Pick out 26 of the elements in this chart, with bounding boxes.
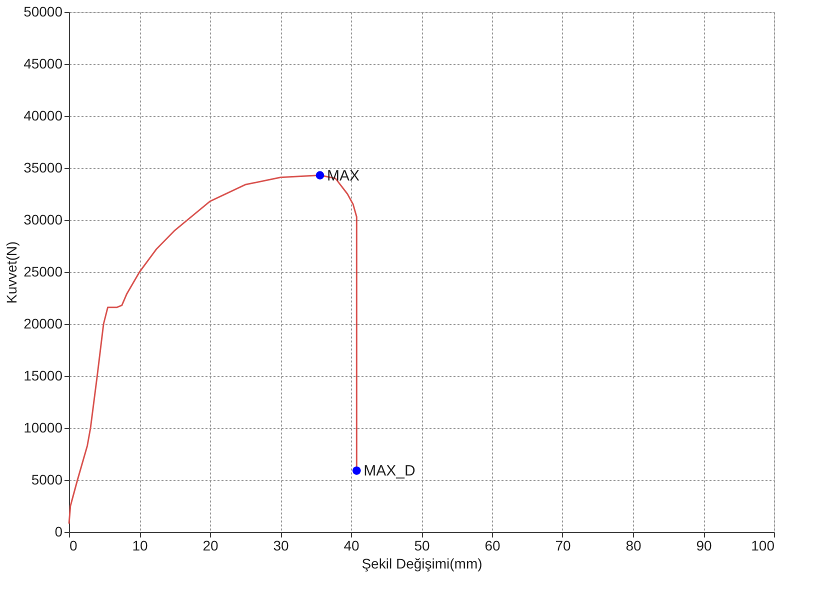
y-tick-label: 15000 xyxy=(24,368,63,384)
y-tick-label: 40000 xyxy=(24,108,63,124)
x-tick-label: 90 xyxy=(696,538,712,554)
y-tick-label: 30000 xyxy=(24,212,63,228)
x-tick-label: 100 xyxy=(751,538,775,554)
y-tick-label: 20000 xyxy=(24,316,63,332)
x-axis-title: Şekil Değişimi(mm) xyxy=(362,556,482,572)
x-tick-label: 30 xyxy=(273,538,289,554)
x-tick-label: 20 xyxy=(202,538,218,554)
x-tick-label: 0 xyxy=(70,538,78,554)
x-tick-label: 50 xyxy=(414,538,430,554)
y-tick-label: 10000 xyxy=(24,420,63,436)
y-tick-label: 25000 xyxy=(24,264,63,280)
x-tick-label: 60 xyxy=(484,538,500,554)
y-tick-label: 45000 xyxy=(24,56,63,72)
annotation: MAX_D xyxy=(364,462,416,480)
y-axis-title: Kuvvet(N) xyxy=(4,241,20,304)
x-tick-label: 70 xyxy=(555,538,571,554)
y-tick-label: 5000 xyxy=(31,472,63,488)
annotation: MAX xyxy=(326,167,360,184)
x-tick-label: 80 xyxy=(626,538,642,554)
x-tick-label: 40 xyxy=(344,538,360,554)
x-tick-label: 10 xyxy=(132,538,148,554)
y-tick-label: 50000 xyxy=(24,4,63,20)
y-tick-label: 35000 xyxy=(24,160,63,176)
y-tick-label: 0 xyxy=(54,524,63,540)
